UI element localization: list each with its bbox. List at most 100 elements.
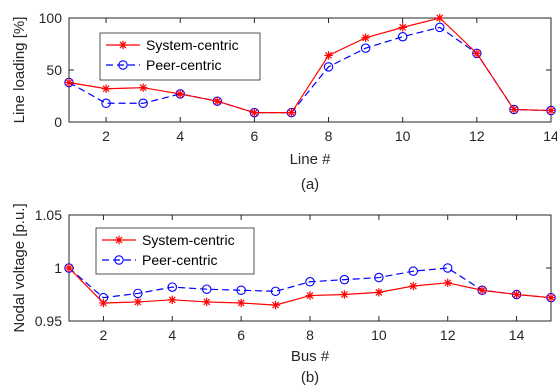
series-line: [68, 26, 552, 114]
marker-stroke: [547, 294, 555, 302]
x-tick-label: 12: [440, 327, 456, 343]
marker-stroke: [115, 236, 123, 244]
chart-panel-2: 2 4 6 8 10 12 14 0.95 1 1.05 Bus # Nodal voltage [p…: [11, 203, 556, 386]
legend-label: System-centric: [142, 232, 235, 248]
data-point: [442, 263, 453, 273]
data-point: [64, 78, 74, 87]
marker-stroke: [325, 51, 332, 59]
data-point: [133, 288, 143, 299]
marker-stroke: [362, 34, 370, 42]
y-tick-label: 1.05: [35, 207, 62, 223]
panel-caption: (b): [301, 369, 319, 386]
marker-stroke: [203, 298, 211, 306]
marker-stroke: [119, 41, 127, 49]
x-axis-label: Bus #: [291, 348, 330, 365]
x-tick-label: 14: [543, 128, 557, 144]
data-point: [236, 285, 246, 296]
data-point: [546, 293, 556, 302]
legend-label: Peer-centric: [146, 57, 221, 73]
legend-marker: [118, 40, 128, 50]
data-point: [64, 263, 74, 273]
marker-stroke: [288, 109, 295, 117]
marker-stroke: [65, 264, 73, 272]
data-point: [213, 97, 222, 106]
legend-marker: [114, 255, 124, 265]
x-tick-label: 4: [176, 128, 184, 144]
data-point: [409, 281, 418, 291]
y-tick-label: 50: [46, 62, 62, 78]
marker-stroke: [65, 79, 73, 86]
y-axis-label: Nodal voltage [p.u.]: [11, 203, 28, 332]
y-tick-label: 1: [54, 260, 62, 276]
data-point: [305, 291, 315, 300]
data-point: [270, 286, 281, 297]
marker-stroke: [510, 106, 518, 113]
x-tick-label: 6: [250, 128, 258, 144]
marker-stroke: [409, 282, 417, 290]
series-line: [68, 267, 552, 299]
marker-stroke: [237, 299, 245, 307]
marker-stroke: [272, 301, 280, 309]
x-tick-label: 2: [100, 327, 108, 343]
y-tick-label: 0: [54, 114, 62, 130]
data-point: [443, 278, 452, 288]
legend-marker: [118, 60, 128, 70]
data-point: [201, 284, 212, 294]
legend-box: [95, 227, 255, 275]
marker-stroke: [375, 288, 383, 296]
data-point: [340, 290, 349, 299]
marker-stroke: [547, 107, 555, 115]
marker-stroke: [168, 296, 176, 304]
data-point: [168, 295, 177, 304]
data-point: [323, 62, 334, 72]
data-point: [360, 43, 371, 53]
data-point: [512, 290, 521, 299]
legend-label: Peer-centric: [142, 252, 217, 268]
series-1: [64, 263, 556, 310]
panel-caption: (a): [301, 176, 319, 193]
marker-stroke: [340, 291, 348, 298]
series-1: [64, 13, 556, 117]
legend: System-centric Peer-centric: [99, 32, 261, 81]
data-point: [477, 286, 487, 295]
data-point: [397, 31, 408, 42]
x-tick-label: 2: [102, 128, 110, 144]
data-point: [305, 277, 315, 287]
marker-stroke: [134, 298, 142, 306]
data-point: [133, 297, 143, 307]
legend-marker: [114, 235, 124, 245]
legend-label: System-centric: [146, 37, 239, 53]
marker-stroke: [176, 90, 184, 98]
marker-stroke: [99, 299, 107, 307]
data-point: [472, 49, 482, 58]
data-point: [398, 23, 407, 32]
data-point: [202, 297, 211, 307]
x-tick-label: 4: [168, 327, 176, 343]
marker-stroke: [139, 84, 147, 92]
data-point: [167, 282, 178, 292]
data-point: [361, 33, 370, 42]
data-point: [271, 300, 280, 310]
x-tick-label: 12: [469, 128, 485, 144]
data-point: [250, 108, 259, 117]
marker-stroke: [213, 97, 221, 105]
data-point: [374, 288, 384, 297]
x-tick-label: 10: [371, 327, 387, 343]
data-point: [546, 106, 556, 115]
data-point: [101, 84, 111, 93]
marker-stroke: [444, 279, 452, 287]
data-point: [176, 89, 185, 99]
data-point: [339, 274, 350, 285]
data-point: [435, 22, 445, 33]
marker-stroke: [306, 292, 314, 300]
legend: System-centric Peer-centric: [95, 227, 255, 275]
x-tick-label: 8: [325, 128, 333, 144]
x-axis-label: Line #: [290, 151, 332, 168]
marker-stroke: [399, 23, 407, 31]
marker-stroke: [102, 85, 110, 93]
x-tick-label: 14: [509, 327, 525, 343]
y-tick-label: 100: [39, 10, 63, 26]
data-point: [324, 51, 333, 60]
chart-panel-1: 2 4 6 8 10 12 14 0 50 100 Line # Line loading [%] (a…: [11, 10, 557, 193]
